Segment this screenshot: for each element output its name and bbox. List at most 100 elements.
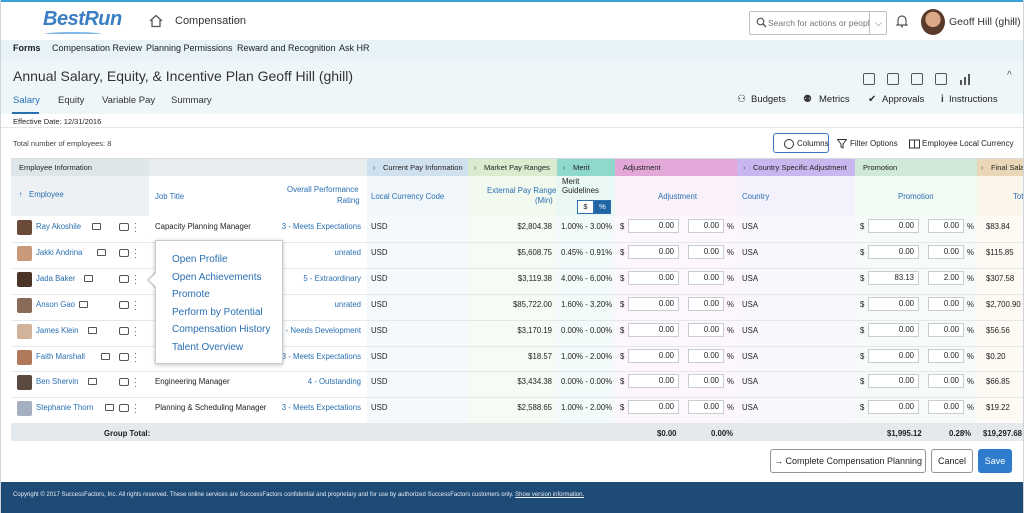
complete-compensation-planning-button[interactable]: → Complete Compensation Planning — [770, 449, 926, 473]
column-performance-rating[interactable]: Rating — [337, 196, 360, 205]
menu-compensation-history[interactable]: Compensation History — [172, 324, 271, 335]
promotion-percent-input[interactable]: 2.00 — [928, 270, 964, 285]
adjustment-amount-input[interactable]: 0.00 — [628, 400, 679, 415]
performance-rating[interactable]: 3 - Meets Expectations — [281, 351, 361, 361]
export-icon[interactable] — [863, 73, 875, 85]
nav-compensation-review[interactable]: Compensation Review — [52, 43, 143, 53]
menu-perform-by-potential[interactable]: Perform by Potential — [172, 307, 263, 318]
promotion-percent-input[interactable]: 0.00 — [928, 219, 964, 233]
group-current-pay[interactable] — [367, 159, 468, 176]
adjustment-amount-input[interactable]: 0.00 — [628, 270, 679, 285]
menu-open-profile[interactable]: Open Profile — [172, 254, 228, 265]
company-logo[interactable]: BestRun — [43, 8, 122, 30]
column-pay-range[interactable]: External Pay Range — [487, 186, 557, 195]
promotion-amount-input[interactable]: 0.00 — [868, 219, 919, 233]
menu-promote[interactable]: Promote — [172, 289, 210, 300]
more-actions-icon[interactable]: · · · — [134, 243, 137, 262]
comment-icon[interactable] — [119, 223, 129, 231]
employee-card-icon[interactable] — [105, 404, 115, 412]
promotion-percent-input[interactable]: 0.00 — [928, 400, 964, 415]
comment-icon[interactable] — [119, 352, 129, 361]
adjustment-percent-input[interactable]: 0.00 — [688, 296, 724, 311]
employee-card-icon[interactable] — [79, 300, 89, 308]
promotion-amount-input[interactable]: 0.00 — [868, 374, 919, 389]
employee-avatar[interactable] — [17, 220, 32, 235]
comment-icon[interactable] — [119, 378, 129, 387]
employee-card-icon[interactable] — [100, 352, 110, 360]
column-adjustment[interactable]: Adjustment — [658, 192, 698, 201]
employee-avatar[interactable] — [17, 271, 32, 287]
promotion-percent-input[interactable]: 0.00 — [928, 374, 964, 389]
group-country-adjustment[interactable] — [737, 159, 855, 176]
employee-local-currency-toggle[interactable]: Employee Local Currency — [922, 139, 1014, 148]
nav-reward-recognition[interactable]: Reward and Recognition — [237, 43, 336, 53]
adjustment-percent-input[interactable]: 0.00 — [688, 348, 724, 363]
module-switcher[interactable]: Compensation — [175, 15, 246, 27]
employee-name[interactable]: Jada Baker — [36, 273, 76, 283]
tab-variable-pay[interactable]: Variable Pay — [102, 95, 156, 106]
adjustment-amount-input[interactable]: 0.00 — [628, 374, 679, 389]
employee-card-icon[interactable] — [92, 223, 102, 230]
employee-name[interactable]: Faith Marshall — [36, 351, 85, 361]
employee-card-icon[interactable] — [87, 378, 97, 386]
chevron-down-icon[interactable]: ⌵ — [1011, 15, 1018, 25]
comment-icon[interactable] — [119, 248, 129, 257]
merit-dollar-toggle[interactable]: $ — [577, 200, 594, 214]
promotion-percent-input[interactable]: 0.00 — [928, 296, 964, 311]
print-icon[interactable] — [887, 73, 899, 85]
employee-name[interactable]: Ray Akoshile — [36, 222, 82, 231]
column-job-title[interactable]: Job Title — [155, 192, 185, 201]
merit-percent-toggle[interactable]: % — [594, 200, 611, 214]
employee-card-icon[interactable] — [83, 274, 93, 282]
user-name[interactable]: Geoff Hill (ghill) — [949, 16, 1021, 28]
adjustment-amount-input[interactable]: 0.00 — [628, 348, 679, 363]
tab-summary[interactable]: Summary — [171, 95, 212, 106]
more-actions-icon[interactable]: · · · — [134, 321, 137, 340]
column-employee[interactable]: Employee — [29, 190, 64, 199]
adjustment-percent-input[interactable]: 0.00 — [688, 400, 724, 415]
save-icon[interactable] — [911, 73, 923, 85]
more-actions-icon[interactable]: · · · — [134, 399, 137, 418]
search-scope-chevron-icon[interactable]: ⌵ — [869, 12, 887, 34]
comment-icon[interactable] — [119, 274, 129, 283]
adjustment-percent-input[interactable]: 0.00 — [688, 244, 724, 259]
promotion-percent-input[interactable]: 0.00 — [928, 244, 964, 259]
employee-card-icon[interactable] — [96, 248, 106, 256]
chevron-down-icon[interactable]: ⌵ — [233, 14, 241, 25]
tab-equity[interactable]: Equity — [58, 95, 85, 106]
column-country[interactable]: Country — [742, 192, 770, 201]
employee-name[interactable]: James Klein — [36, 325, 79, 335]
tab-salary[interactable]: Salary — [13, 95, 40, 106]
column-performance[interactable]: Overall Performance — [287, 185, 359, 194]
performance-rating[interactable]: 2 - Needs Development — [279, 325, 361, 335]
menu-talent-overview[interactable]: Talent Overview — [172, 342, 244, 353]
adjustment-percent-input[interactable]: 0.00 — [688, 270, 724, 285]
promotion-amount-input[interactable]: 0.00 — [868, 400, 919, 415]
employee-name[interactable]: Anson Gao — [36, 299, 76, 309]
adjustment-percent-input[interactable]: 0.00 — [688, 219, 724, 233]
adjustment-amount-input[interactable]: 0.00 — [628, 244, 679, 259]
nav-planning-permissions[interactable]: Planning Permissions — [146, 43, 233, 53]
employee-name[interactable]: Jakki Andrina — [36, 247, 83, 257]
performance-rating[interactable]: unrated — [334, 299, 361, 309]
group-final-salary[interactable] — [977, 159, 1023, 176]
more-actions-icon[interactable]: · · · — [134, 373, 137, 392]
employee-avatar[interactable] — [17, 375, 32, 391]
employee-avatar[interactable] — [17, 401, 32, 417]
employee-card-icon[interactable] — [87, 326, 97, 334]
column-total[interactable]: Tot — [1013, 192, 1023, 201]
employee-name[interactable]: Ben Shervin — [36, 377, 79, 387]
performance-rating[interactable]: unrated — [334, 247, 361, 257]
promotion-amount-input[interactable]: 0.00 — [868, 322, 919, 337]
adjustment-amount-input[interactable]: 0.00 — [628, 322, 679, 337]
budgets-action[interactable]: Budgets — [751, 94, 786, 105]
column-local-currency[interactable]: Local Currency Code — [371, 192, 445, 201]
show-version-link[interactable]: Show version information. — [515, 492, 585, 498]
adjustment-percent-input[interactable]: 0.00 — [688, 374, 724, 389]
employee-avatar[interactable] — [17, 323, 32, 339]
nav-forms[interactable]: Forms — [13, 43, 41, 53]
adjustment-amount-input[interactable]: 0.00 — [628, 296, 679, 311]
group-merit[interactable] — [557, 159, 615, 176]
menu-open-achievements[interactable]: Open Achievements — [172, 272, 262, 283]
nav-ask-hr[interactable]: Ask HR — [339, 43, 370, 53]
